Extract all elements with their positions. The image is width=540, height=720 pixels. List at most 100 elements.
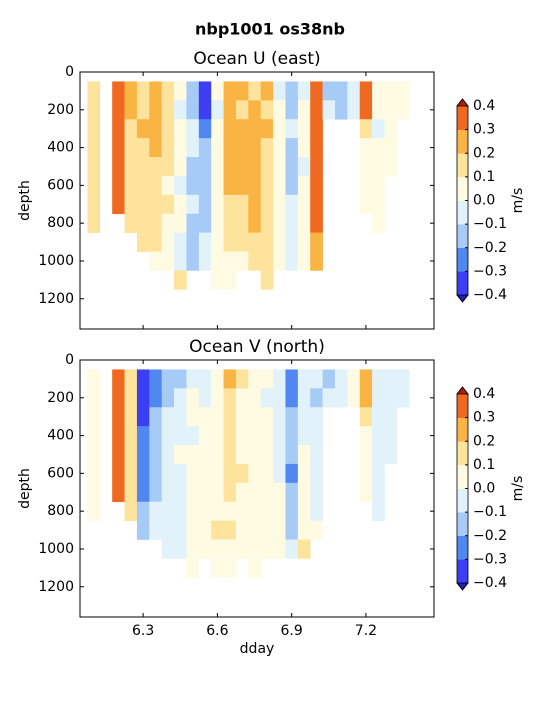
cell: [285, 100, 299, 120]
cell: [372, 138, 385, 158]
cell: [384, 100, 398, 120]
cell: [260, 369, 274, 389]
cell: [310, 520, 323, 540]
cell: [260, 426, 274, 446]
cell: [186, 232, 200, 252]
cell: [235, 194, 249, 215]
cell: [198, 426, 212, 446]
colorbar-bin: [457, 153, 468, 178]
cell: [248, 463, 262, 484]
cell: [112, 445, 125, 465]
cell: [124, 501, 138, 521]
cell: [211, 270, 224, 290]
cell: [384, 138, 398, 158]
cell: [310, 157, 323, 177]
cell: [297, 388, 311, 408]
cell: [297, 407, 311, 427]
cell: [198, 369, 212, 389]
colorbar-bin: [457, 106, 468, 130]
cell: [260, 407, 274, 427]
colorbar-tick-label: −0.2: [473, 528, 507, 544]
cell: [174, 426, 187, 446]
cell: [223, 194, 237, 215]
cell: [372, 175, 385, 196]
colorbar-tick-label: 0.1: [473, 457, 495, 473]
cell: [235, 445, 249, 465]
cell: [235, 138, 249, 158]
cell: [273, 539, 286, 559]
cell: [161, 426, 175, 446]
cell: [87, 426, 101, 446]
colorbar-bin: [457, 512, 468, 537]
cell: [248, 426, 262, 446]
cell: [198, 232, 212, 252]
cell: [161, 251, 175, 271]
cell: [273, 100, 286, 120]
cell: [260, 100, 274, 120]
cell: [273, 232, 286, 252]
cell: [136, 232, 150, 252]
y-tick-label: 0: [65, 64, 74, 80]
cell: [285, 463, 299, 484]
colorbar-bin: [457, 559, 468, 584]
cell: [372, 501, 385, 521]
cell: [136, 369, 150, 389]
cell: [297, 194, 311, 215]
cell: [384, 369, 398, 389]
cell: [87, 100, 101, 120]
cell: [285, 175, 299, 196]
cell: [322, 100, 336, 120]
cell: [149, 520, 162, 540]
cell: [112, 426, 125, 446]
cell: [260, 463, 274, 484]
cell: [285, 157, 299, 177]
colorbar-bin: [457, 417, 468, 442]
cell: [248, 213, 262, 233]
cell: [372, 100, 385, 120]
cell: [223, 138, 237, 158]
colorbar-tick-label: −0.4: [473, 575, 507, 591]
cell: [260, 445, 274, 465]
cell: [359, 426, 373, 446]
cell: [372, 426, 385, 446]
cell: [273, 407, 286, 427]
cell: [235, 388, 249, 408]
cell: [211, 119, 224, 139]
cell: [396, 81, 410, 101]
cell: [273, 463, 286, 484]
y-tick-label: 0: [65, 352, 74, 368]
cell: [285, 539, 299, 559]
cell: [174, 100, 187, 120]
cell: [211, 138, 224, 158]
cell: [359, 369, 373, 389]
cell: [136, 407, 150, 427]
cell: [359, 81, 373, 101]
cell: [235, 213, 249, 233]
cell: [87, 119, 101, 139]
cell: [149, 407, 162, 427]
cell: [174, 539, 187, 559]
cell: [223, 426, 237, 446]
cell: [223, 501, 237, 521]
cell: [124, 175, 138, 196]
cell: [297, 426, 311, 446]
cell: [149, 482, 162, 503]
cell: [297, 539, 311, 559]
cell: [112, 100, 125, 120]
cell: [186, 558, 200, 578]
cell: [235, 539, 249, 559]
cell: [112, 407, 125, 427]
cell: [112, 138, 125, 158]
cell: [161, 175, 175, 196]
colorbar-bin: [457, 224, 468, 249]
cell: [124, 138, 138, 158]
cell: [198, 194, 212, 215]
x-tick-label: 6.3: [132, 623, 154, 639]
axes-frame: [79, 71, 435, 330]
cell: [161, 369, 175, 389]
cell: [260, 194, 274, 215]
cell: [87, 388, 101, 408]
cell: [211, 157, 224, 177]
cell: [211, 100, 224, 120]
cell: [297, 501, 311, 521]
